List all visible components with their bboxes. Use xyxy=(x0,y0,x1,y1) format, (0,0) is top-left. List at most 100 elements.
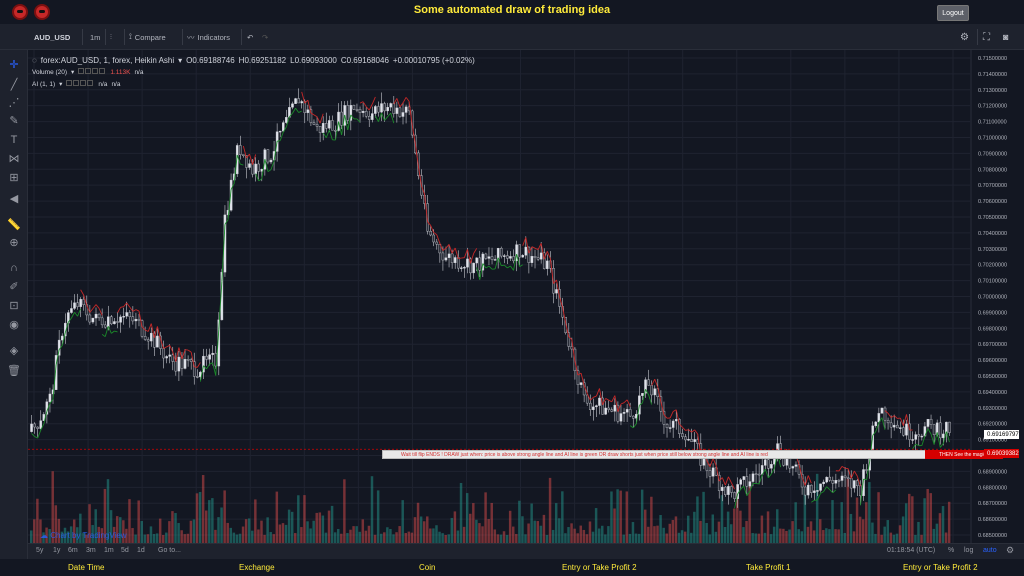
legend-symbol[interactable]: forex:AUD_USD, 1, forex, Heikin Ashi xyxy=(40,55,175,65)
ai-line-segment xyxy=(758,474,763,485)
tradingview-watermark[interactable]: ☁ Chart by TradingView xyxy=(40,531,127,540)
redo-icon[interactable]: ↷ xyxy=(262,32,269,42)
footer-entry-take-profit-2[interactable]: Entry or Take Profit 2 xyxy=(903,563,978,572)
volume-bar xyxy=(475,519,478,543)
volume-bar xyxy=(579,525,582,543)
eye-icon[interactable]: ◉ xyxy=(9,319,19,331)
footer-entry-take-profit[interactable]: Entry or Take Profit 2 xyxy=(562,563,637,572)
prediction-icon[interactable]: ⊞ xyxy=(9,172,19,184)
price-chart[interactable]: 0.71500000 0.71400000 0.71300000 0.71200000… xyxy=(28,50,1024,559)
candle-body xyxy=(763,459,767,466)
ai-line-segment xyxy=(405,97,410,102)
camera-icon[interactable]: ◙ xyxy=(1003,32,1009,42)
fullscreen-icon[interactable]: ⛶ xyxy=(983,31,990,43)
lock-icon[interactable]: ⊡ xyxy=(9,300,19,312)
range-3m[interactable]: 3m xyxy=(86,547,96,554)
zoom-icon[interactable]: ⊕ xyxy=(9,237,19,249)
candle-body xyxy=(60,335,64,341)
back-arrow-icon[interactable]: ◀ xyxy=(9,193,19,205)
volume-bar xyxy=(324,532,328,543)
footer-coin[interactable]: Coin xyxy=(419,563,436,572)
candle-body xyxy=(644,379,647,394)
volume-label[interactable]: Volume (20) xyxy=(32,68,68,76)
auto-toggle[interactable]: auto xyxy=(983,547,997,554)
goto-button[interactable]: Go to... xyxy=(158,547,181,554)
volume-bar xyxy=(696,496,699,543)
ai-line-segment xyxy=(282,126,287,133)
ai-line-segment xyxy=(135,309,140,312)
logout-button[interactable]: Logout xyxy=(937,5,969,21)
range-1y[interactable]: 1y xyxy=(53,547,61,554)
volume-bar xyxy=(739,510,742,543)
legend-collapse-icon[interactable]: ◌ xyxy=(32,55,37,65)
candle-body xyxy=(877,413,881,423)
ai-line-segment xyxy=(632,423,637,429)
fib-tool-icon[interactable]: ⋰ xyxy=(8,97,20,109)
volume-bar xyxy=(122,520,125,543)
ai-line-segment xyxy=(313,114,318,118)
candle-body xyxy=(36,426,39,429)
percent-toggle[interactable]: % xyxy=(948,547,955,554)
chart-area[interactable]: 0.71500000 0.71400000 0.71300000 0.71200000… xyxy=(28,50,1024,559)
range-6m[interactable]: 6m xyxy=(68,547,78,554)
candle-body xyxy=(183,359,187,369)
ruler-icon[interactable]: 📏 xyxy=(7,219,21,231)
ai-line-segment xyxy=(194,366,198,368)
ai-line-segment xyxy=(261,159,266,179)
volume-bar xyxy=(51,471,54,543)
legend-dropdown-icon[interactable]: ▾ xyxy=(178,55,183,65)
footer-date-time[interactable]: Date Time xyxy=(68,563,105,572)
volume-buttons[interactable] xyxy=(78,68,106,76)
log-toggle[interactable]: log xyxy=(964,547,974,554)
volume-bar xyxy=(874,533,877,543)
ai-label[interactable]: AI (1, 1) xyxy=(32,80,56,88)
settings-icon[interactable]: ⚙ xyxy=(960,31,969,43)
footer-exchange[interactable]: Exchange xyxy=(239,563,275,572)
ai-line-segment xyxy=(645,389,649,396)
volume-bar xyxy=(818,519,822,543)
candle-body xyxy=(905,423,908,436)
chart-style-icon[interactable]: ⫶ xyxy=(110,32,112,41)
brush-icon[interactable]: ✎ xyxy=(9,115,19,127)
volume-bar xyxy=(929,493,932,543)
candle-body xyxy=(684,436,687,441)
ai-dropdown-icon[interactable]: ▾ xyxy=(59,81,63,88)
footer-take-profit-1[interactable]: Take Profit 1 xyxy=(746,563,791,572)
ai-line-segment xyxy=(924,428,929,437)
ai-line-segment xyxy=(519,264,523,268)
range-1d[interactable]: 1d xyxy=(137,547,145,554)
ai-line-segment xyxy=(473,248,478,254)
volume-bar xyxy=(714,531,718,543)
ai-line-segment xyxy=(285,116,290,127)
symbol-search[interactable]: AUD_USD xyxy=(34,32,71,42)
volume-bar xyxy=(186,533,190,543)
interval-button[interactable]: 1m xyxy=(90,32,101,42)
candle-body xyxy=(739,479,742,485)
ai-line-segment xyxy=(881,417,886,430)
ai-line-segment xyxy=(328,129,333,140)
layers-icon[interactable]: ◈ xyxy=(9,345,19,357)
trendline-icon[interactable]: ╱ xyxy=(10,79,18,91)
indicators-button[interactable]: 〰 Indicators xyxy=(187,24,230,50)
volume-bar xyxy=(404,532,408,543)
candle-body xyxy=(681,433,684,437)
stay-drawing-icon[interactable]: ✐ xyxy=(9,281,19,293)
candle-body xyxy=(367,116,371,120)
text-tool-icon[interactable]: T xyxy=(10,134,18,146)
magnet-icon[interactable]: ∩ xyxy=(10,262,18,274)
range-1m[interactable]: 1m xyxy=(104,547,114,554)
volume-dropdown-icon[interactable]: ▾ xyxy=(71,69,75,76)
volume-bar xyxy=(462,526,466,543)
ai-line-segment xyxy=(64,321,69,333)
pattern-icon[interactable]: ⋈ xyxy=(8,153,20,165)
trash-icon[interactable]: 🗑 xyxy=(7,365,21,377)
ai-line-segment xyxy=(246,153,250,159)
settings-icon[interactable]: ⚙ xyxy=(1006,545,1015,555)
range-5d[interactable]: 5d xyxy=(121,547,129,554)
ai-line-segment xyxy=(319,113,324,124)
compare-button[interactable]: ⟟ Compare xyxy=(129,24,166,50)
crosshair-icon[interactable]: ✛ xyxy=(9,59,19,71)
ai-buttons[interactable] xyxy=(66,80,94,88)
undo-icon[interactable]: ↶ xyxy=(247,32,254,42)
range-5y[interactable]: 5y xyxy=(36,547,44,554)
